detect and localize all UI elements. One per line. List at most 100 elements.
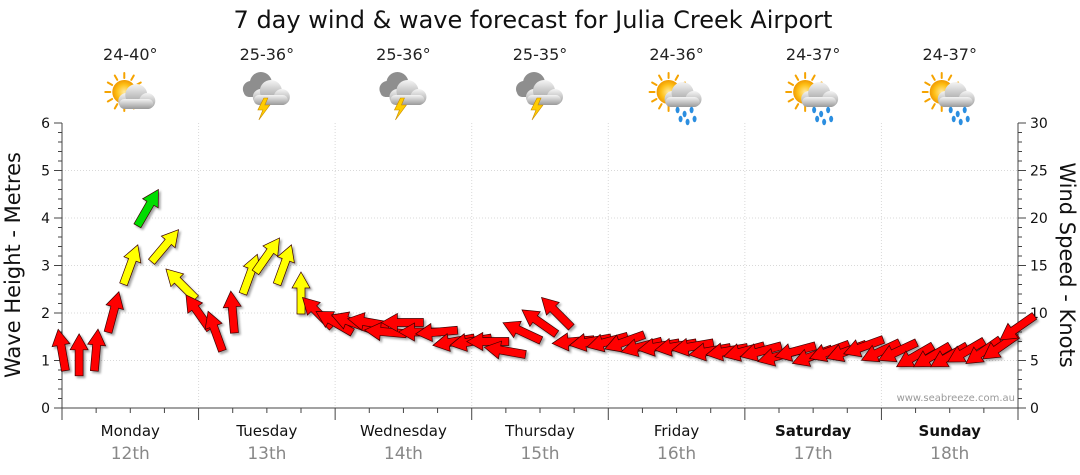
sun-ray	[651, 98, 658, 103]
sun-ray	[130, 74, 135, 81]
day-name: Sunday	[919, 422, 982, 440]
wind-arrow	[774, 341, 817, 362]
rain-drop	[692, 115, 697, 123]
rain-drop	[682, 110, 687, 118]
wind-arrow	[930, 341, 970, 368]
wind-arrow	[147, 229, 180, 265]
rain-drop	[822, 118, 827, 126]
day-date: 17th	[794, 444, 833, 464]
rain-drop	[819, 110, 824, 118]
wind-arrow	[380, 312, 424, 333]
sun-ray	[106, 81, 114, 86]
right-axis-title: Wind Speed - Knots	[1055, 162, 1079, 367]
gridlines	[62, 123, 1018, 408]
day-temperature: 24-36°	[649, 45, 704, 64]
sun-ray	[787, 81, 795, 86]
day-name: Tuesday	[235, 422, 297, 440]
wind-arrow	[521, 309, 560, 338]
left-tick-label: 3	[41, 259, 50, 275]
wind-arrow	[502, 320, 544, 345]
wind-arrow	[877, 338, 919, 363]
sun-ray	[931, 103, 936, 110]
left-tick-label: 5	[41, 164, 50, 180]
sun-cloud-icon	[104, 72, 156, 112]
wind-arrow	[87, 328, 107, 372]
storm-cloud-icon	[516, 72, 563, 121]
wind-arrow	[222, 290, 242, 334]
day-name: Thursday	[504, 422, 575, 440]
rain-drop	[685, 118, 690, 126]
wind-arrow	[315, 311, 355, 337]
cloud-base	[119, 99, 154, 109]
left-axis-title: Wave Height - Metres	[1, 152, 25, 378]
left-tick-label: 1	[41, 354, 50, 370]
storm-cloud-icon	[242, 72, 290, 121]
sun-rain-icon	[785, 72, 839, 126]
right-tick-label: 0	[1030, 401, 1039, 417]
daily-temperatures: 24-40° 25-36° 25-36° 25-35° 24-36° 24-37° 24-3…	[103, 45, 977, 64]
weather-icons	[104, 72, 975, 126]
right-tick-label: 20	[1030, 211, 1048, 227]
rain-drop	[689, 106, 694, 114]
rain-drop	[955, 110, 960, 118]
rain-drop	[829, 115, 834, 123]
left-tick-label: 4	[41, 211, 50, 227]
cloud-base	[390, 95, 425, 105]
day-temperature: 25-36°	[376, 45, 431, 64]
wind-arrow	[843, 335, 886, 358]
day-temperature: 24-37°	[922, 45, 977, 64]
wind-arrow	[51, 328, 71, 372]
right-tick-label: 5	[1030, 354, 1039, 370]
day-name: Monday	[101, 422, 160, 440]
wind-arrow	[483, 340, 527, 360]
wind-arrow	[251, 237, 280, 276]
wave-height-ticks: 0 1 2 3 4 5 6	[41, 116, 62, 417]
rain-drop	[678, 115, 683, 123]
sun-rain-icon	[648, 72, 702, 126]
day-date: 18th	[930, 444, 969, 464]
right-tick-label: 25	[1030, 164, 1048, 180]
sun-ray	[931, 74, 936, 81]
day-temperature: 25-36°	[240, 45, 295, 64]
sun-ray	[674, 74, 680, 81]
wind-arrow	[466, 331, 510, 352]
left-tick-label: 6	[41, 116, 50, 132]
wind-arrow	[69, 333, 89, 377]
left-tick-label: 2	[41, 306, 50, 322]
lightning-bolt	[530, 97, 544, 121]
sun-ray	[947, 74, 953, 81]
day-temperature: 24-40°	[103, 45, 158, 64]
day-temperature: 25-35°	[513, 45, 568, 64]
day-name: Friday	[654, 422, 700, 440]
storm-cloud-icon	[379, 72, 427, 121]
chart-title: 7 day wind & wave forecast for Julia Cre…	[234, 6, 833, 34]
sun-rain-icon	[921, 72, 975, 126]
wind-arrow	[291, 271, 311, 315]
rain-drop	[815, 115, 820, 123]
cloud-base	[527, 95, 561, 105]
rain-drop	[962, 106, 967, 114]
day-name: Saturday	[775, 422, 852, 440]
wind-arrow	[541, 296, 575, 331]
day-date: 12th	[111, 444, 150, 464]
sun-ray	[811, 74, 816, 81]
wind-arrow	[414, 322, 459, 343]
rain-drop	[951, 115, 956, 123]
wind-arrow	[999, 312, 1038, 341]
wind-arrow	[119, 244, 142, 287]
wind-arrows	[51, 188, 1038, 377]
sun-ray	[924, 98, 931, 103]
right-tick-label: 30	[1030, 116, 1048, 132]
cloud-base	[938, 97, 973, 107]
wind-arrow	[860, 338, 902, 363]
cloud-base	[253, 95, 288, 105]
left-tick-label: 0	[41, 401, 50, 417]
lightning-bolt	[257, 97, 271, 121]
sun-ray	[106, 98, 114, 103]
day-temperature: 24-37°	[786, 45, 841, 64]
sun-ray	[924, 81, 931, 86]
rain-drop	[958, 118, 963, 126]
